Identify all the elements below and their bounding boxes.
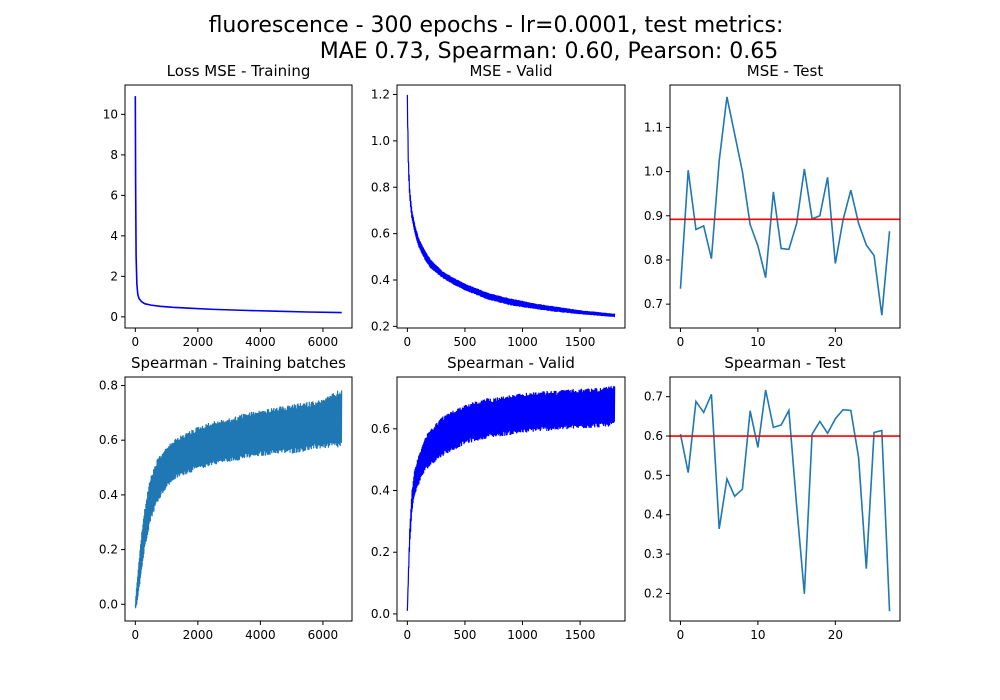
x-tick-label: 1500 (565, 628, 596, 642)
axes-frame (396, 84, 626, 329)
y-tick-label: 0.6 (371, 227, 390, 241)
y-tick-label: 0.6 (371, 422, 390, 436)
plot-area (134, 96, 342, 314)
axes-frame (669, 376, 901, 622)
x-tick-label: 0 (131, 335, 139, 349)
series-line (679, 389, 891, 612)
panel-mse-valid: MSE - Valid 0 500 1000 1500 0.2 0.4 0.6 0.8 1.0 1.… (371, 62, 626, 349)
x-tick-label: 6000 (308, 628, 339, 642)
x-tick-label: 1000 (507, 335, 538, 349)
x-tick-label: 0 (677, 628, 685, 642)
y-tick-label: 0.4 (371, 484, 390, 498)
panel-mse-test: MSE - Test 0 10 20 0.7 0.8 0.9 1.0 1.1 (644, 62, 901, 349)
x-tick-label: 10 (750, 335, 765, 349)
plot-area (406, 386, 616, 611)
y-tick-label: 0.0 (99, 597, 118, 611)
x-tick-label: 500 (453, 628, 476, 642)
y-tick-label: 0.0 (371, 607, 390, 621)
x-tick-label: 10 (750, 628, 765, 642)
y-tick-label: 4 (110, 229, 118, 243)
x-tick-label: 6000 (308, 335, 339, 349)
axes-frame (396, 376, 626, 622)
panel-spearman-training-batches: Spearman - Training batches 0 2000 4000 6000… (99, 354, 353, 642)
x-tick-label: 0 (404, 628, 412, 642)
panel-title: MSE - Valid (469, 62, 552, 80)
series-line (134, 96, 342, 314)
y-tick-label: 0.6 (644, 429, 663, 443)
y-tick-label: 0.8 (644, 253, 663, 267)
y-tick-label: 1.0 (371, 134, 390, 148)
panel-title: Spearman - Valid (447, 354, 575, 372)
x-tick-label: 1500 (565, 335, 596, 349)
series-line (679, 96, 891, 316)
x-tick-label: 4000 (245, 335, 276, 349)
y-tick-label: 0.4 (371, 273, 390, 287)
y-tick-label: 0.4 (99, 488, 118, 502)
plot-area (670, 389, 900, 612)
y-tick-label: 1.1 (644, 120, 663, 134)
y-tick-label: 0.9 (644, 209, 663, 223)
y-tick-label: 0.2 (371, 545, 390, 559)
y-tick-label: 0 (110, 310, 118, 324)
x-tick-label: 2000 (183, 628, 214, 642)
plot-area (406, 94, 616, 318)
x-tick-label: 500 (453, 335, 476, 349)
y-tick-label: 10 (103, 107, 118, 121)
series-line (406, 94, 616, 318)
panel-title: Spearman - Training batches (131, 354, 346, 372)
y-tick-label: 8 (110, 148, 118, 162)
panel-spearman-test: Spearman - Test 0 10 20 0.2 0.3 0.4 0.5 0.6 0.7 (644, 354, 901, 642)
series-line (406, 386, 616, 611)
y-tick-label: 2 (110, 269, 118, 283)
axes-frame (124, 376, 353, 622)
series-line (134, 390, 343, 609)
panel-title: Loss MSE - Training (167, 62, 311, 80)
figure-title-line1: fluorescence - 300 epochs - lr=0.0001, t… (209, 13, 784, 38)
axes-frame (669, 84, 901, 329)
y-tick-label: 0.6 (99, 433, 118, 447)
x-tick-label: 20 (828, 335, 843, 349)
plot-area (134, 390, 343, 609)
y-tick-label: 0.2 (644, 586, 663, 600)
y-tick-label: 0.8 (99, 378, 118, 392)
y-tick-label: 1.0 (644, 165, 663, 179)
panel-loss-mse-training: Loss MSE - Training 0 2000 4000 6000 0 2 4 6 8 10 (103, 62, 353, 349)
y-tick-label: 0.3 (644, 547, 663, 561)
x-tick-label: 4000 (245, 628, 276, 642)
x-tick-label: 2000 (183, 335, 214, 349)
y-tick-label: 1.2 (371, 88, 390, 102)
figure-title-line2: MAE 0.73, Spearman: 0.60, Pearson: 0.65 (320, 39, 779, 64)
y-tick-label: 6 (110, 188, 118, 202)
x-tick-label: 0 (404, 335, 412, 349)
y-tick-label: 0.2 (371, 319, 390, 333)
x-tick-label: 1000 (507, 628, 538, 642)
y-tick-label: 0.2 (99, 543, 118, 557)
y-tick-label: 0.8 (371, 180, 390, 194)
panel-spearman-valid: Spearman - Valid 0 500 1000 1500 0.0 0.2 0.4 0.6 (371, 354, 626, 642)
y-tick-label: 0.5 (644, 468, 663, 482)
y-tick-label: 0.7 (644, 297, 663, 311)
x-tick-label: 20 (828, 628, 843, 642)
x-tick-label: 0 (131, 628, 139, 642)
axes-frame (124, 84, 353, 329)
panel-title: Spearman - Test (724, 354, 845, 372)
x-tick-label: 0 (677, 335, 685, 349)
panel-title: MSE - Test (747, 62, 824, 80)
y-tick-label: 0.4 (644, 508, 663, 522)
plot-area (670, 96, 900, 316)
y-tick-label: 0.7 (644, 390, 663, 404)
